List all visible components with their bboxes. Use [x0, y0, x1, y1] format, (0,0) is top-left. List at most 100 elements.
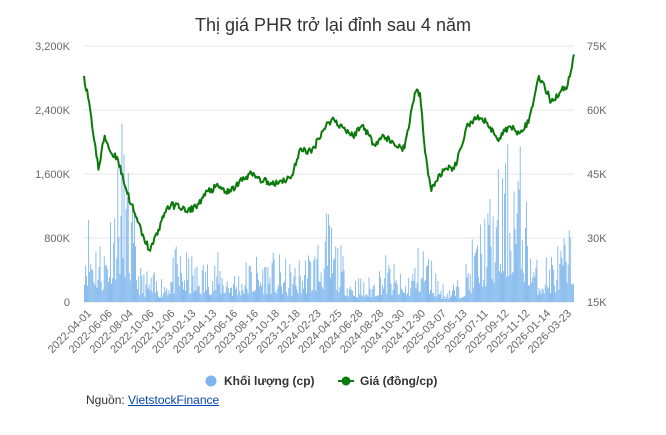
- volume-bar: [536, 259, 538, 302]
- volume-bar: [162, 296, 164, 302]
- volume-bar: [568, 230, 570, 302]
- volume-bar: [224, 292, 226, 302]
- volume-bar: [446, 293, 448, 302]
- volume-bar: [254, 289, 256, 302]
- volume-bar: [200, 294, 202, 302]
- volume-bar: [293, 276, 295, 302]
- volume-bar: [403, 292, 404, 302]
- volume-bar: [92, 269, 94, 302]
- source-link[interactable]: VietstockFinance: [128, 393, 220, 407]
- volume-bar: [494, 262, 496, 302]
- volume-bar: [527, 246, 528, 302]
- legend-item-volume[interactable]: Khối lượng (cp): [205, 374, 315, 388]
- volume-bar: [126, 196, 128, 302]
- volume-bar: [555, 292, 557, 302]
- volume-bar: [212, 281, 214, 302]
- volume-bar: [467, 273, 469, 302]
- volume-bar: [346, 288, 348, 302]
- volume-bar: [221, 277, 223, 302]
- volume-bar: [391, 295, 393, 302]
- volume-bar: [399, 273, 401, 302]
- volume-bar: [453, 284, 454, 302]
- volume-bar: [310, 261, 312, 302]
- volume-bar: [205, 290, 207, 302]
- volume-bar: [198, 285, 200, 302]
- volume-bar: [327, 214, 329, 302]
- volume-bar: [400, 288, 402, 302]
- volume-bar: [151, 292, 153, 302]
- volume-bar: [267, 267, 269, 302]
- volume-bar: [534, 276, 536, 302]
- volume-bar: [179, 256, 181, 302]
- volume-bar: [278, 254, 280, 302]
- volume-bar: [484, 219, 486, 302]
- volume-bar: [201, 270, 203, 302]
- volume-bar: [363, 281, 365, 302]
- volume-bar: [435, 273, 437, 302]
- volume-bar: [355, 281, 356, 302]
- volume-bar: [292, 283, 294, 302]
- volume-bar: [300, 293, 302, 302]
- volume-bar: [572, 283, 574, 302]
- volume-bar: [136, 279, 138, 302]
- volume-bar: [471, 239, 473, 302]
- volume-bar: [360, 278, 362, 302]
- volume-bar: [322, 288, 324, 302]
- volume-bar: [482, 287, 484, 302]
- volume-bar: [167, 295, 169, 302]
- volume-bar: [197, 286, 199, 302]
- volume-bar: [464, 295, 466, 302]
- volume-bar: [401, 290, 403, 302]
- volume-bar: [246, 288, 248, 302]
- volume-bar: [101, 290, 103, 302]
- volume-bar: [525, 227, 526, 302]
- volume-bar: [343, 270, 345, 302]
- volume-bar: [330, 277, 331, 302]
- volume-bar: [461, 297, 463, 302]
- right-axis-tick: 30K: [587, 233, 607, 245]
- legend[interactable]: Khối lượng (cp) Giá (đồng/cp): [205, 374, 438, 388]
- volume-bar: [483, 279, 485, 302]
- volume-bar: [195, 290, 197, 302]
- volume-bar: [392, 290, 394, 302]
- volume-bar: [547, 288, 549, 302]
- volume-bar: [567, 264, 569, 302]
- volume-bar: [344, 295, 346, 302]
- volume-bar: [532, 277, 534, 302]
- volume-bar: [217, 252, 219, 302]
- volume-bar: [371, 289, 373, 302]
- volume-bar: [503, 271, 504, 302]
- volume-bar: [519, 146, 521, 302]
- volume-bar: [147, 288, 149, 302]
- volume-bar: [389, 268, 391, 302]
- volume-bar: [470, 292, 472, 302]
- volume-bar: [182, 281, 183, 302]
- volume-bar: [130, 222, 132, 302]
- volume-bar: [225, 286, 227, 302]
- volume-bar: [233, 283, 234, 302]
- volume-bar: [219, 270, 221, 302]
- volume-bar: [171, 282, 173, 302]
- volume-bar: [528, 285, 530, 302]
- volume-bar: [238, 276, 240, 302]
- volume-bar: [533, 272, 535, 302]
- volume-bar: [438, 294, 440, 302]
- volume-bar: [204, 271, 206, 302]
- volume-bar: [530, 258, 532, 302]
- volume-bar: [378, 295, 379, 302]
- volume-bar: [309, 260, 311, 302]
- volume-bar: [303, 275, 305, 302]
- volume-bar: [505, 163, 507, 302]
- volume-bar: [428, 258, 429, 302]
- volume-bar: [364, 296, 366, 302]
- volume-bar: [250, 272, 252, 302]
- volume-bar: [308, 255, 310, 302]
- volume-bar: [517, 180, 519, 302]
- volume-bar: [337, 247, 339, 302]
- volume-bar: [315, 290, 317, 302]
- volume-bar: [393, 264, 395, 302]
- volume-bar: [297, 293, 299, 302]
- volume-bar: [273, 259, 275, 302]
- legend-item-price[interactable]: Giá (đồng/cp): [338, 374, 437, 388]
- volume-bar: [110, 222, 111, 302]
